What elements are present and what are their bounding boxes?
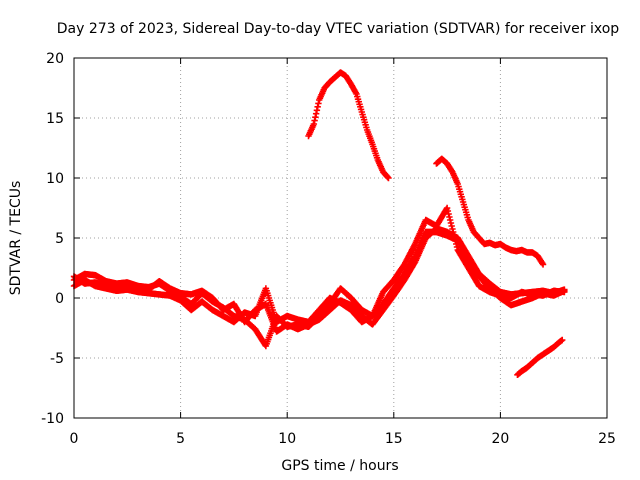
y-tick-label: 20 bbox=[46, 51, 64, 67]
y-tick-label: 10 bbox=[46, 171, 64, 187]
x-tick-label: 5 bbox=[176, 431, 185, 447]
x-axis-label: GPS time / hours bbox=[281, 458, 398, 474]
data-point bbox=[559, 336, 566, 344]
chart-title: Day 273 of 2023, Sidereal Day-to-day VTE… bbox=[57, 21, 620, 37]
y-tick-label: 0 bbox=[55, 291, 64, 307]
y-tick-label: -5 bbox=[50, 351, 64, 367]
grid bbox=[74, 58, 607, 418]
series-2 bbox=[70, 204, 568, 326]
data-points bbox=[70, 69, 568, 378]
data-point bbox=[561, 286, 568, 293]
series-6 bbox=[514, 336, 566, 378]
x-tick-label: 25 bbox=[598, 431, 616, 447]
x-tick-label: 10 bbox=[278, 431, 296, 447]
x-tick-label: 20 bbox=[491, 431, 509, 447]
axis-ticks: 0 5 10 15 20 25 -10 -5 0 5 10 15 20 bbox=[41, 51, 616, 447]
data-point bbox=[385, 174, 392, 182]
x-tick-label: 15 bbox=[385, 431, 403, 447]
series-3 bbox=[70, 225, 568, 335]
y-axis-label: SDTVAR / TECUs bbox=[8, 181, 24, 296]
y-tick-label: 5 bbox=[55, 231, 64, 247]
y-tick-label: -10 bbox=[41, 411, 64, 427]
series-4 bbox=[305, 69, 392, 182]
y-tick-label: 15 bbox=[46, 111, 64, 127]
series-5 bbox=[433, 155, 547, 268]
data-point bbox=[539, 261, 547, 268]
x-tick-label: 0 bbox=[70, 431, 79, 447]
